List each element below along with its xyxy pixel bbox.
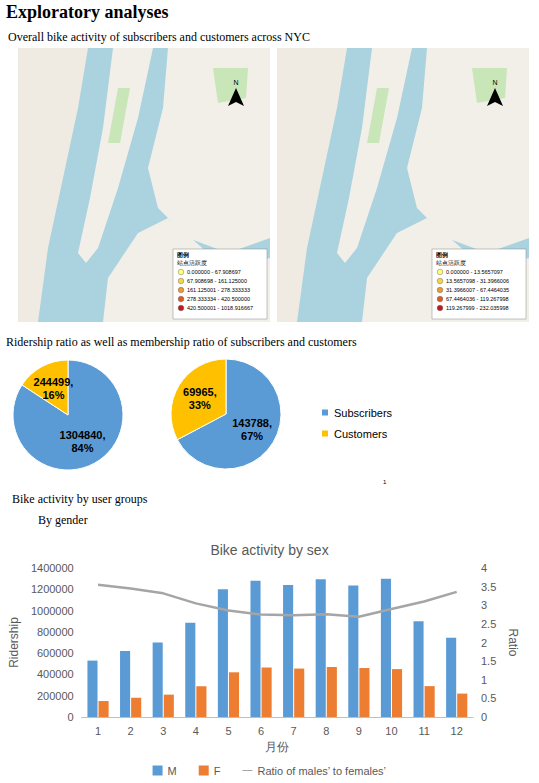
svg-text:69965,: 69965,: [183, 386, 217, 398]
svg-text:M: M: [168, 765, 177, 777]
svg-text:12: 12: [451, 725, 463, 737]
svg-text:119.267999 - 232.035998: 119.267999 - 232.035998: [446, 305, 509, 311]
svg-text:11: 11: [418, 725, 429, 737]
svg-text:1200000: 1200000: [31, 583, 74, 595]
svg-text:420.500001 - 1018.916667: 420.500001 - 1018.916667: [187, 305, 253, 311]
svg-text:站点活跃度: 站点活跃度: [436, 259, 466, 266]
svg-text:800000: 800000: [37, 626, 74, 638]
svg-text:600000: 600000: [37, 647, 74, 659]
svg-text:3: 3: [481, 599, 487, 611]
svg-text:1000000: 1000000: [31, 605, 74, 617]
svg-text:1.5: 1.5: [481, 655, 496, 667]
svg-text:图例: 图例: [436, 252, 448, 258]
svg-text:0.5: 0.5: [481, 692, 496, 704]
svg-text:2: 2: [128, 725, 134, 737]
svg-text:67.908698 - 161.125000: 67.908698 - 161.125000: [187, 278, 247, 284]
html-text:Bike activity by user groups: Bike activity by user groups: [12, 492, 148, 506]
svg-text:0: 0: [481, 711, 487, 723]
html-text:Exploratory analyses: Exploratory analyses: [6, 2, 169, 22]
html-text:By gender: By gender: [38, 513, 88, 527]
svg-text:3.5: 3.5: [481, 581, 496, 593]
svg-text:4: 4: [481, 562, 487, 574]
svg-text:月份: 月份: [265, 740, 289, 754]
svg-text:3: 3: [160, 725, 166, 737]
svg-text:Ratio of males’ to females’: Ratio of males’ to females’: [257, 765, 386, 777]
svg-text:1: 1: [95, 725, 101, 737]
svg-text:6: 6: [258, 725, 264, 737]
svg-text:13.5657098 - 31.3966006: 13.5657098 - 31.3966006: [446, 278, 509, 284]
svg-text:278.333334 - 420.500000: 278.333334 - 420.500000: [187, 296, 250, 302]
svg-text:200000: 200000: [37, 690, 74, 702]
svg-text:图例: 图例: [177, 252, 189, 258]
svg-text:16%: 16%: [42, 389, 64, 401]
svg-text:0.000000 - 13.5657097: 0.000000 - 13.5657097: [446, 269, 503, 275]
svg-text:1: 1: [481, 674, 487, 686]
svg-text:67%: 67%: [241, 430, 263, 442]
svg-text:1400000: 1400000: [31, 562, 74, 574]
svg-text:67.4464036 - 119.267998: 67.4464036 - 119.267998: [446, 296, 509, 302]
svg-text:2: 2: [481, 637, 487, 649]
svg-text:10: 10: [385, 725, 397, 737]
svg-text:Ratio: Ratio: [506, 628, 520, 656]
svg-text:站点活跃度: 站点活跃度: [177, 259, 207, 266]
html-text:1: 1: [383, 479, 387, 485]
svg-text:7: 7: [291, 725, 297, 737]
svg-text:161.125001 - 278.333333: 161.125001 - 278.333333: [187, 287, 250, 293]
svg-text:33%: 33%: [189, 399, 211, 411]
svg-text:F: F: [214, 765, 221, 777]
svg-text:2.5: 2.5: [481, 618, 496, 630]
html-text:Overall bike activity of subsc: Overall bike activity of subscribers and…: [8, 30, 310, 44]
svg-text:4: 4: [193, 725, 199, 737]
svg-text:143788,: 143788,: [232, 417, 272, 429]
svg-text:Customers: Customers: [334, 428, 388, 440]
svg-text:84%: 84%: [71, 442, 93, 454]
svg-text:9: 9: [356, 725, 362, 737]
svg-text:400000: 400000: [37, 668, 74, 680]
svg-text:31.3966007 - 67.4464035: 31.3966007 - 67.4464035: [446, 287, 509, 293]
svg-text:244499,: 244499,: [34, 376, 74, 388]
svg-text:Bike activity by sex: Bike activity by sex: [210, 542, 328, 558]
svg-text:0.000000 - 67.908697: 0.000000 - 67.908697: [187, 269, 241, 275]
html-text:Ridership ratio as well as mem: Ridership ratio as well as membership ra…: [6, 335, 357, 349]
svg-text:0: 0: [68, 711, 74, 723]
svg-text:N: N: [492, 79, 497, 86]
svg-text:N: N: [233, 79, 238, 86]
svg-text:Ridership: Ridership: [7, 617, 21, 668]
svg-text:1304840,: 1304840,: [60, 429, 106, 441]
svg-text:5: 5: [225, 725, 231, 737]
svg-text:8: 8: [323, 725, 329, 737]
svg-text:Subscribers: Subscribers: [334, 407, 393, 419]
